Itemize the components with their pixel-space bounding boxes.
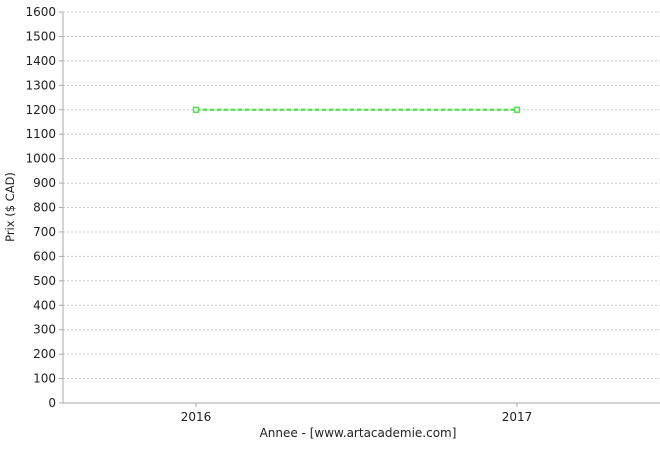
y-tick-label: 200: [33, 347, 56, 361]
y-tick-label: 1300: [25, 78, 56, 92]
axis-layer: 0 100 200 300 400 500 600 700 800 900 1000 1100 1200…: [25, 5, 660, 424]
y-tick-label: 0: [48, 396, 56, 410]
y-tick-label: 1200: [25, 103, 56, 117]
x-axis-label: Annee - [www.artacademie.com]: [260, 426, 457, 440]
x-tick-label: 2017: [502, 410, 533, 424]
x-tick-label: 2016: [181, 410, 212, 424]
data-point-marker: [192, 106, 200, 113]
series-layer: [192, 106, 521, 113]
y-tick-label: 1100: [25, 127, 56, 141]
data-point-marker: [513, 106, 521, 113]
y-tick-label: 500: [33, 274, 56, 288]
y-tick-label: 700: [33, 225, 56, 239]
y-axis-label: Prix ($ CAD): [3, 172, 17, 242]
y-tick-label: 600: [33, 249, 56, 263]
y-tick-label: 300: [33, 323, 56, 337]
y-tick-label: 1500: [25, 29, 56, 43]
y-tick-label: 400: [33, 298, 56, 312]
y-tick-label: 100: [33, 372, 56, 386]
y-tick-label: 1400: [25, 54, 56, 68]
y-tick-label: 1000: [25, 152, 56, 166]
y-tick-label: 800: [33, 201, 56, 215]
y-tick-label: 1600: [25, 5, 56, 19]
y-tick-label: 900: [33, 176, 56, 190]
grid-layer: [63, 11, 660, 380]
